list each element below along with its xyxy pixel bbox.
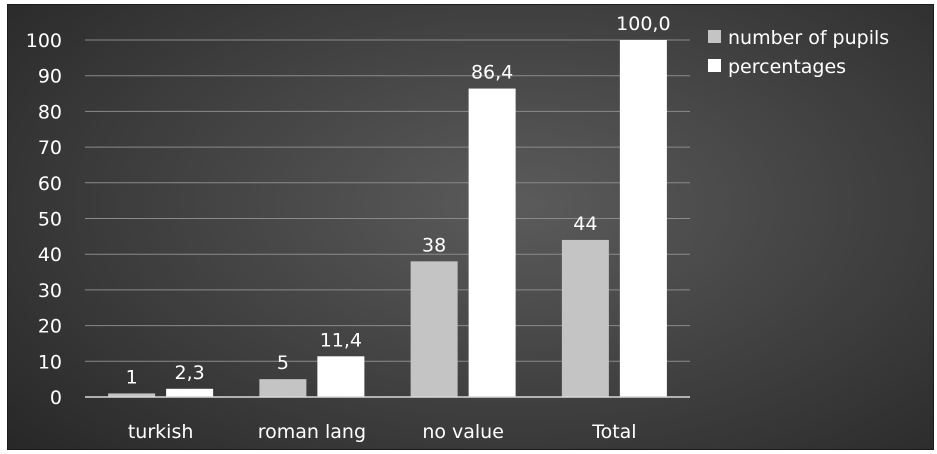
bar-pupils bbox=[561, 239, 609, 397]
y-tick-label: 90 bbox=[38, 66, 62, 88]
data-label: 100,0 bbox=[616, 13, 670, 35]
legend: number of pupils percentages bbox=[708, 27, 889, 78]
x-tick-label: Total bbox=[591, 421, 636, 443]
x-axis: turkish roman lang no value Total bbox=[85, 396, 690, 443]
y-tick-label: 100 bbox=[26, 30, 62, 52]
legend-label: percentages bbox=[728, 56, 846, 78]
y-tick-label: 50 bbox=[38, 209, 62, 231]
data-label: 11,4 bbox=[320, 329, 362, 351]
y-tick-label: 40 bbox=[38, 244, 62, 266]
bar-percentages bbox=[317, 356, 365, 397]
y-tick-label: 70 bbox=[38, 137, 62, 159]
x-tick-label: turkish bbox=[128, 421, 194, 443]
data-label: 86,4 bbox=[471, 62, 513, 84]
y-tick-label: 10 bbox=[38, 351, 62, 373]
y-tick-label: 60 bbox=[38, 173, 62, 195]
data-label: 5 bbox=[277, 352, 289, 374]
legend-label: number of pupils bbox=[728, 27, 889, 49]
x-tick-label: roman lang bbox=[258, 421, 366, 443]
data-label: 44 bbox=[573, 213, 597, 235]
data-label: 1 bbox=[126, 366, 138, 388]
legend-swatch bbox=[708, 59, 721, 72]
bar-pupils bbox=[259, 379, 307, 397]
y-tick-label: 0 bbox=[50, 387, 62, 409]
bar-percentages bbox=[166, 388, 214, 397]
bar-pupils bbox=[410, 261, 458, 397]
y-axis: 0 10 20 30 40 50 60 70 80 90 100 bbox=[26, 30, 62, 409]
bars bbox=[108, 40, 667, 397]
data-labels: 1 2,3 5 11,4 38 86,4 44 100,0 bbox=[126, 13, 671, 388]
data-label: 38 bbox=[422, 234, 446, 256]
y-tick-label: 80 bbox=[38, 101, 62, 123]
y-tick-label: 30 bbox=[38, 280, 62, 302]
bar-percentages bbox=[468, 88, 516, 397]
x-tick-label: no value bbox=[422, 421, 504, 443]
bar-percentages bbox=[619, 40, 667, 397]
legend-swatch bbox=[708, 30, 721, 43]
bar-pupils bbox=[108, 393, 156, 397]
y-tick-label: 20 bbox=[38, 316, 62, 338]
data-label: 2,3 bbox=[175, 362, 205, 384]
